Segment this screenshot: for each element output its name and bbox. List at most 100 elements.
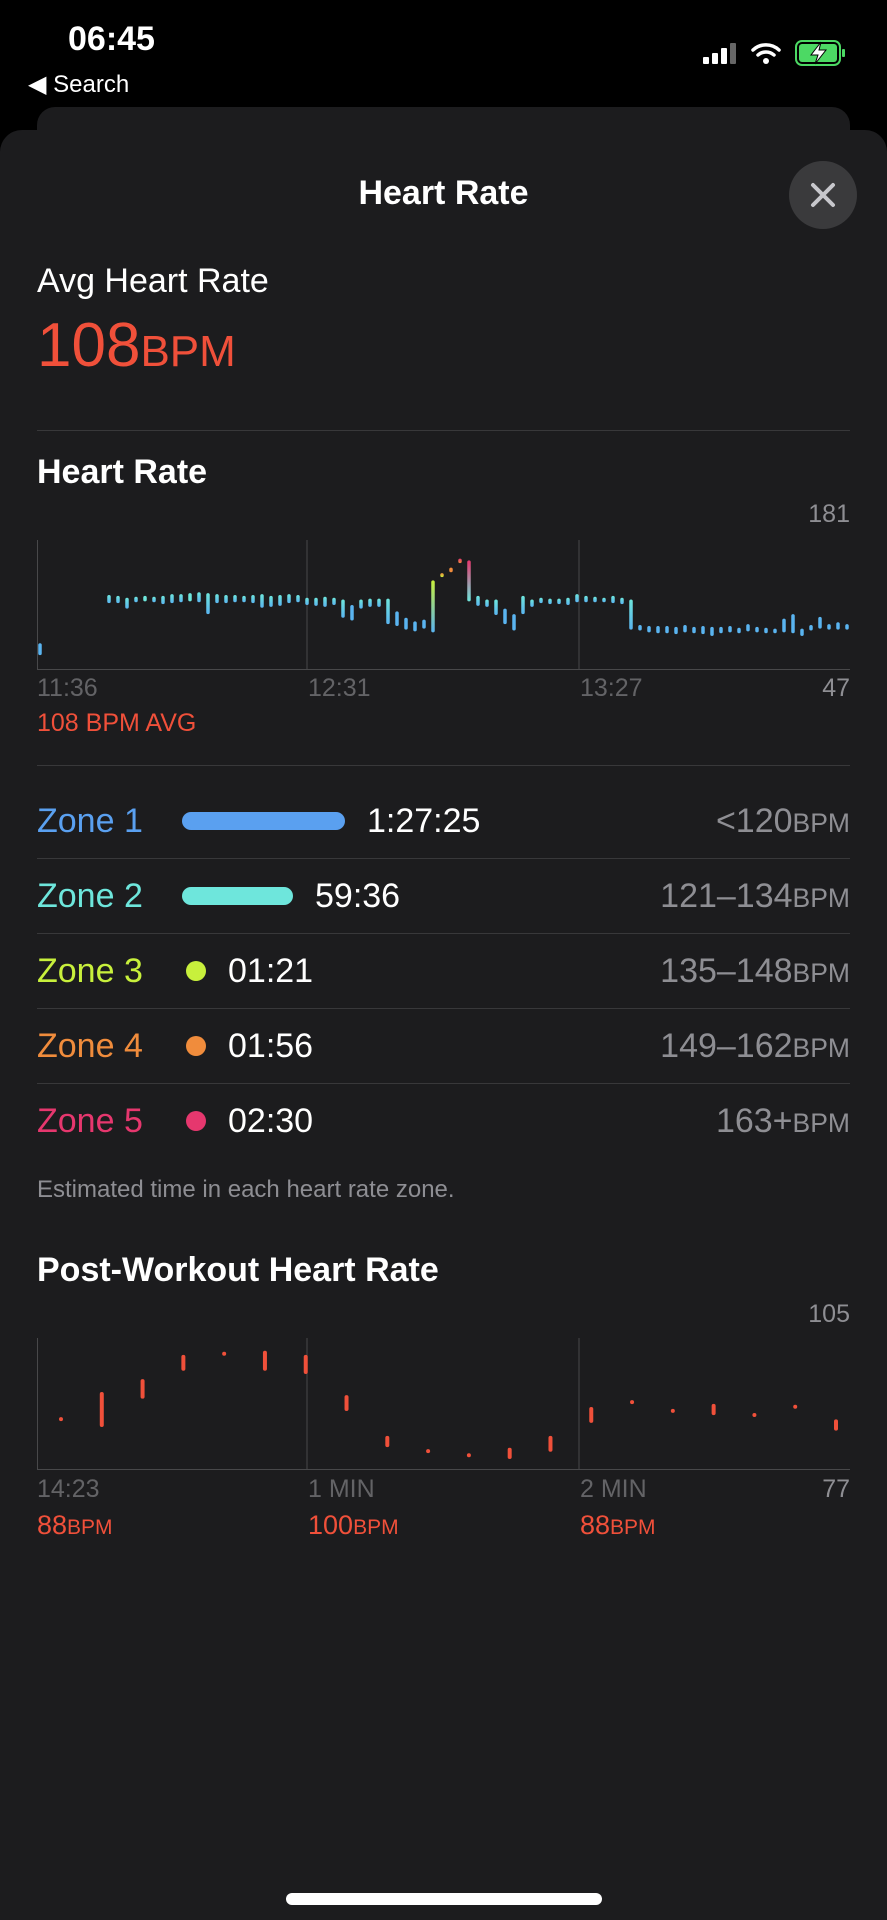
back-label: Search	[53, 71, 130, 98]
zone-duration-dot	[186, 961, 206, 981]
pw-marker-value: 88	[37, 1510, 68, 1540]
hr-x-tick-1: 12:31	[308, 674, 371, 702]
zone-range-unit: BPM	[792, 1107, 850, 1138]
heart-rate-bar	[647, 625, 651, 633]
zone-range-unit: BPM	[792, 807, 850, 838]
zone-range-value: 121–134	[660, 876, 793, 915]
pw-marker-value: 100	[308, 1510, 354, 1540]
zone-range-value: 149–162	[660, 1026, 793, 1065]
heart-rate-bar	[791, 614, 795, 634]
heart-rate-bar	[593, 596, 597, 603]
heart-rate-bar	[845, 624, 849, 630]
battery-charging-icon	[795, 40, 845, 66]
avg-heart-rate-value: 108BPM	[37, 310, 236, 381]
heart-rate-bar	[143, 595, 147, 602]
zone-time: 1:27:25	[367, 801, 481, 840]
pw-marker-0: 88BPM	[37, 1510, 113, 1541]
post-workout-bar	[630, 1400, 635, 1405]
pw-marker-unit: BPM	[610, 1516, 656, 1539]
heart-rate-bar	[467, 560, 471, 602]
post-workout-bar	[834, 1419, 838, 1431]
zone-row: Zone 2 59:36 121–134BPM	[37, 859, 850, 933]
heart-rate-bar	[287, 594, 291, 604]
heart-rate-bar	[665, 625, 669, 634]
heart-rate-bar	[692, 626, 696, 634]
heart-rate-bar	[431, 580, 435, 633]
post-workout-bar	[670, 1408, 675, 1413]
post-workout-bar	[589, 1407, 594, 1423]
heart-rate-bar	[530, 599, 534, 607]
zone-range-value: 163+	[715, 1101, 793, 1140]
heart-rate-bar	[323, 596, 327, 607]
zone-duration-bar	[182, 812, 345, 830]
divider	[37, 765, 850, 766]
heart-rate-bar	[476, 595, 480, 606]
zone-time: 59:36	[315, 876, 401, 915]
heart-rate-bar	[422, 619, 426, 629]
zone-range-value: <120	[715, 801, 793, 840]
zone-duration-dot	[186, 1111, 206, 1131]
heart-rate-bar	[305, 597, 309, 605]
heart-rate-bar	[503, 608, 507, 625]
heart-rate-bar	[440, 573, 444, 578]
xmark-icon	[811, 183, 835, 207]
zone-name: Zone 3	[37, 951, 143, 990]
heart-rate-bar	[107, 594, 111, 604]
divider	[37, 1083, 850, 1084]
heart-rate-bar	[215, 594, 219, 604]
heart-rate-bar	[350, 605, 354, 621]
heart-rate-bar	[314, 597, 318, 606]
heart-rate-bar	[683, 625, 687, 633]
post-workout-bar	[507, 1447, 512, 1460]
zone-row: Zone 5 02:30 163+BPM	[37, 1084, 850, 1158]
heart-rate-bar	[368, 598, 372, 607]
post-workout-bar	[426, 1449, 431, 1454]
heart-rate-bar	[161, 595, 165, 605]
heart-rate-bar	[728, 625, 732, 633]
avg-value: 108	[37, 311, 141, 380]
home-indicator[interactable]	[286, 1893, 602, 1905]
post-workout-bar	[466, 1453, 471, 1458]
pw-marker-unit: BPM	[67, 1516, 113, 1539]
zone-range: 149–162BPM	[660, 1027, 850, 1066]
pw-y-min-label: 77	[822, 1475, 850, 1503]
hr-y-min-label: 47	[822, 674, 850, 702]
heart-rate-bar	[359, 599, 363, 609]
pw-x-tick-0: 14:23	[37, 1475, 100, 1503]
close-button[interactable]	[789, 161, 857, 229]
zone-duration-dot	[186, 1036, 206, 1056]
status-time: 06:45	[68, 20, 155, 58]
heart-rate-bar	[710, 626, 714, 636]
zone-row: Zone 3 01:21 135–148BPM	[37, 934, 850, 1008]
zones-footnote: Estimated time in each heart rate zone.	[37, 1176, 455, 1203]
heart-rate-bar	[269, 595, 273, 607]
heart-rate-bar	[116, 595, 120, 604]
back-to-search-link[interactable]: ◀ Search	[28, 70, 129, 99]
post-workout-bar	[711, 1403, 716, 1416]
heart-rate-bar	[656, 625, 660, 634]
heart-rate-section-title: Heart Rate	[37, 453, 208, 491]
pw-x-tick-2: 2 MIN	[580, 1475, 647, 1503]
post-workout-chart	[37, 1338, 850, 1470]
zone-time: 02:30	[228, 1101, 314, 1140]
avg-unit: BPM	[140, 327, 236, 376]
heart-rate-bar	[296, 594, 300, 603]
post-workout-bar	[385, 1435, 390, 1448]
post-workout-bar	[59, 1417, 63, 1422]
post-workout-bar	[303, 1354, 308, 1374]
heart-rate-bar	[377, 598, 381, 607]
cellular-signal-icon	[703, 43, 736, 64]
hr-y-max-label: 181	[808, 500, 850, 528]
avg-heart-rate-label: Avg Heart Rate	[37, 262, 269, 300]
hr-avg-label: 108 BPM AVG	[37, 709, 197, 737]
zone-range: 163+BPM	[716, 1102, 850, 1141]
zone-range: 121–134BPM	[660, 877, 850, 916]
heart-rate-bar	[746, 624, 750, 632]
post-workout-bar	[752, 1412, 757, 1417]
post-workout-bar	[548, 1435, 553, 1452]
heart-rate-bar	[170, 594, 174, 604]
pw-marker-unit: BPM	[353, 1516, 399, 1539]
pw-marker-1: 100BPM	[308, 1510, 399, 1541]
heart-rate-bar	[737, 627, 741, 634]
pw-x-tick-1: 1 MIN	[308, 1475, 375, 1503]
